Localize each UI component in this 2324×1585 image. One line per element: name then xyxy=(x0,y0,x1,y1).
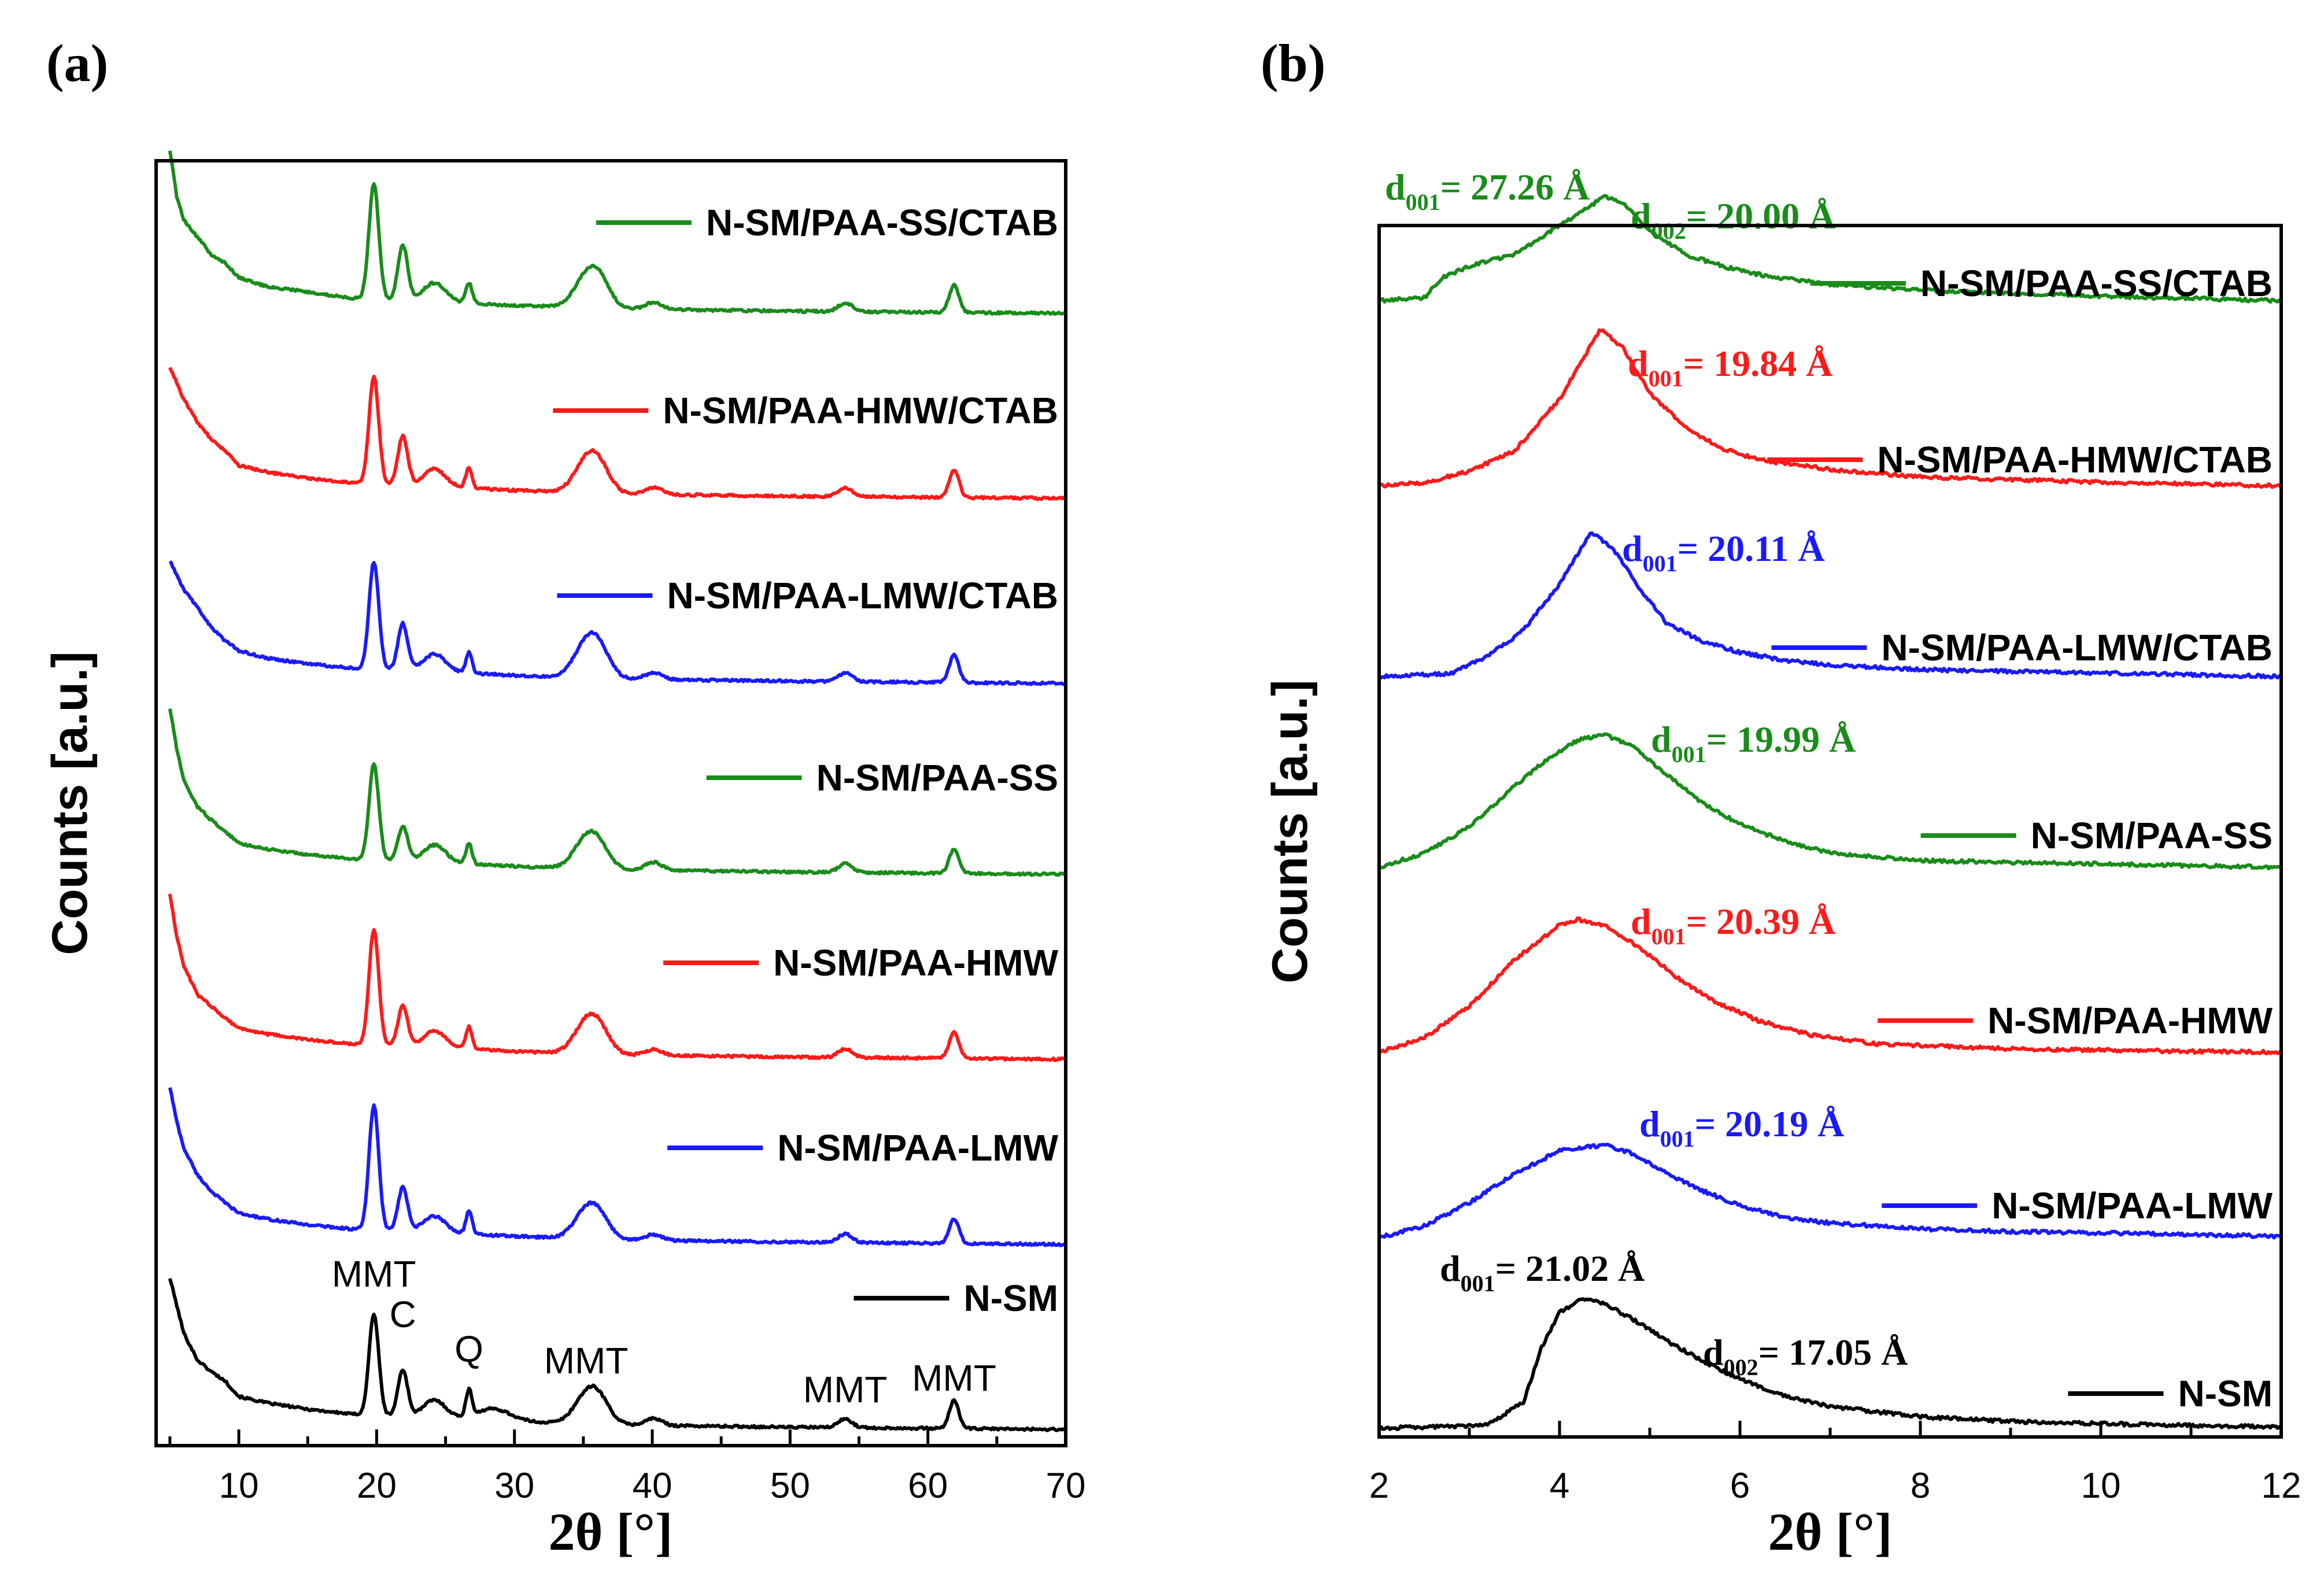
panel-b-label: (b) xyxy=(1261,34,1325,93)
panel-a-legend: N-SM N-SM/PAA-LMW N-SM/PAA-HMW N-SM/PAA-SS N… xyxy=(553,202,1059,1319)
panel-a-tick-label-1: 20 xyxy=(357,1466,397,1506)
panel-a-legend-entry-5: N-SM/PAA-HMW/CTAB xyxy=(553,390,1058,431)
panel-a-frame xyxy=(154,159,1067,1447)
panel-b-curve-2 xyxy=(1378,916,2282,1056)
peak-label-4: MMT xyxy=(803,1369,888,1410)
peak-label-0: MMT xyxy=(332,1253,416,1295)
panel-a-legend-text-2: N-SM/PAA-HMW xyxy=(773,942,1059,984)
panel-b-curve-4 xyxy=(1378,531,2282,680)
panel-b-legend-text-5: N-SM/PAA-HMW/CTAB xyxy=(1877,439,2273,481)
d-spacing-label-2-0: d001= 20.39 Å xyxy=(1631,901,1835,949)
panel-b-legend-entry-2: N-SM/PAA-HMW xyxy=(1878,1000,2273,1041)
panel-a-curve-4 xyxy=(168,560,1067,686)
panel-b-legend-entry-6: N-SM/PAA-SS/CTAB xyxy=(1810,263,2273,304)
panel-a-legend-text-6: N-SM/PAA-SS/CTAB xyxy=(706,202,1058,243)
panel-a-tick-label-4: 50 xyxy=(770,1466,810,1506)
panel-b-ylabel: Counts [a.u.] xyxy=(1262,679,1318,984)
panel-a: (a) N-SM N-SM/PAA-LMW N-SM/PAA-HMW N-SM/PAA… xyxy=(42,34,1085,1561)
panel-b-tick-label-1: 4 xyxy=(1550,1466,1569,1506)
panel-a-legend-text-1: N-SM/PAA-LMW xyxy=(777,1127,1058,1169)
panel-a-curve-5 xyxy=(168,367,1067,501)
panel-a-xlabel: 2θ [°] xyxy=(548,1502,673,1561)
panel-b-tick-label-4: 10 xyxy=(2081,1466,2121,1506)
panel-b-legend-entry-4: N-SM/PAA-LMW/CTAB xyxy=(1771,627,2273,668)
panel-b-legend-text-0: N-SM xyxy=(2178,1373,2273,1414)
d-spacing-label-4-0: d001= 20.11 Å xyxy=(1622,528,1825,577)
panel-b-legend-text-4: N-SM/PAA-LMW/CTAB xyxy=(1881,627,2273,668)
d-spacing-label-3-0: d001= 19.99 Å xyxy=(1651,719,1856,767)
panel-a-curve-2 xyxy=(168,893,1067,1062)
panel-b-legend-entry-3: N-SM/PAA-SS xyxy=(1920,815,2273,856)
panel-a-legend-entry-3: N-SM/PAA-SS xyxy=(706,757,1058,799)
panel-a-curves xyxy=(168,150,1067,1432)
panel-b-tick-label-2: 6 xyxy=(1730,1466,1750,1506)
panel-b-legend-entry-1: N-SM/PAA-LMW xyxy=(1882,1185,2273,1226)
peak-label-1: C xyxy=(390,1294,416,1335)
panel-a-tick-label-2: 30 xyxy=(494,1466,534,1506)
peak-label-2: Q xyxy=(455,1328,483,1370)
panel-a-tick-label-0: 10 xyxy=(219,1466,259,1506)
panel-b-curve-3 xyxy=(1379,732,2282,871)
d-spacing-label-6-1: d002= 20.00 Å xyxy=(1631,195,1835,244)
d-spacing-label-0-1: d002= 17.05 Å xyxy=(1703,1332,1908,1380)
panel-b-annotations: d001= 21.02 Å d002= 17.05 Å d001= 20.19 Å d… xyxy=(1385,167,1908,1380)
panel-a-legend-entry-2: N-SM/PAA-HMW xyxy=(663,942,1059,984)
panel-a-legend-text-3: N-SM/PAA-SS xyxy=(816,757,1058,799)
panel-a-legend-entry-4: N-SM/PAA-LMW/CTAB xyxy=(557,575,1058,616)
panel-b-curve-1 xyxy=(1378,1143,2282,1240)
panel-a-curve-6 xyxy=(168,150,1067,316)
panel-a-legend-text-4: N-SM/PAA-LMW/CTAB xyxy=(667,575,1058,616)
panel-b-curve-0 xyxy=(1377,1297,2282,1431)
panel-a-legend-entry-6: N-SM/PAA-SS/CTAB xyxy=(596,202,1058,243)
panel-a-ylabel: Counts [a.u.] xyxy=(42,651,98,955)
panel-b-tick-label-3: 8 xyxy=(1911,1466,1930,1506)
peak-label-5: MMT xyxy=(912,1357,996,1399)
panel-b-curve-6 xyxy=(1378,194,2283,304)
panel-a-legend-entry-1: N-SM/PAA-LMW xyxy=(667,1127,1059,1169)
panel-b-xlabel: 2θ [°] xyxy=(1768,1502,1892,1561)
panel-a-tick-label-3: 40 xyxy=(633,1466,673,1506)
d-spacing-label-6-0: d001= 27.26 Å xyxy=(1385,167,1590,215)
panel-b-curve-5 xyxy=(1378,328,2283,489)
panel-b-legend: N-SM N-SM/PAA-LMW N-SM/PAA-HMW N-SM/PAA-SS N… xyxy=(1767,263,2273,1414)
d-spacing-label-5-0: d001= 19.84 Å xyxy=(1628,343,1832,391)
d-spacing-label-0-0: d001= 21.02 Å xyxy=(1440,1248,1645,1296)
panel-b-tick-label-0: 2 xyxy=(1369,1466,1389,1506)
peak-label-3: MMT xyxy=(544,1340,629,1381)
panel-b-legend-text-3: N-SM/PAA-SS xyxy=(2031,815,2273,856)
panel-b-legend-text-1: N-SM/PAA-LMW xyxy=(1992,1185,2273,1226)
panel-b-legend-text-2: N-SM/PAA-HMW xyxy=(1987,1000,2273,1041)
panel-a-tick-label-6: 70 xyxy=(1046,1466,1086,1506)
panel-b-curves xyxy=(1377,194,2283,1431)
panel-a-curve-1 xyxy=(168,1087,1067,1247)
panel-a-curve-0 xyxy=(168,1278,1067,1432)
panel-a-legend-text-0: N-SM xyxy=(963,1277,1058,1319)
panel-a-legend-entry-0: N-SM xyxy=(854,1277,1058,1319)
panel-b-x-ticks: 2 4 6 8 10 12 xyxy=(1369,1421,2301,1506)
d-spacing-label-1-0: d001= 20.19 Å xyxy=(1639,1103,1844,1152)
panel-b-legend-entry-5: N-SM/PAA-HMW/CTAB xyxy=(1767,439,2273,481)
panel-b-tick-label-5: 12 xyxy=(2262,1466,2301,1506)
panel-a-legend-text-5: N-SM/PAA-HMW/CTAB xyxy=(663,390,1058,431)
panel-a-label: (a) xyxy=(46,34,108,93)
panel-b-legend-text-6: N-SM/PAA-SS/CTAB xyxy=(1920,263,2273,304)
panel-b-legend-entry-0: N-SM xyxy=(2068,1373,2273,1414)
panel-b: (b) N-SM N-SM/PAA-LMW N-SM/PAA-HMW N-SM/PAA… xyxy=(1261,34,2301,1561)
panel-a-x-ticks: 10 20 30 40 50 60 70 xyxy=(168,1429,1086,1506)
panel-a-tick-label-5: 60 xyxy=(908,1466,948,1506)
panel-a-curve-3 xyxy=(168,708,1067,877)
